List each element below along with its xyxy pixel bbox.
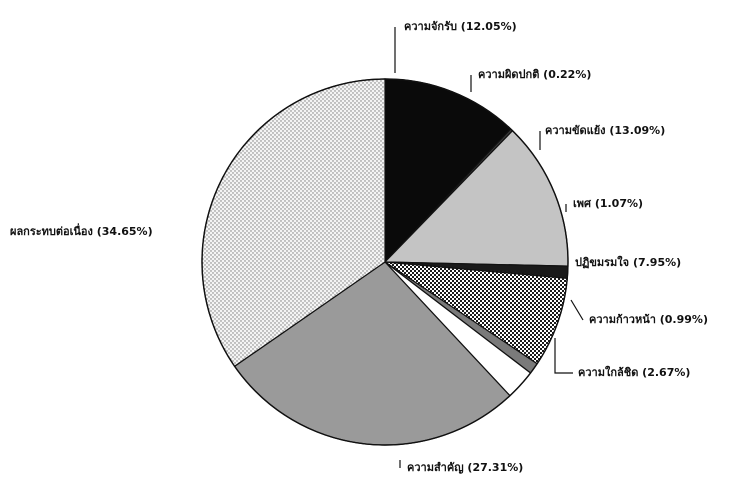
label-leader-lines	[394, 27, 584, 468]
slice-label: ความผิดปกติ (0.22%)	[478, 68, 591, 81]
slice-label: ความก้าวหน้า (0.99%)	[589, 313, 708, 326]
slice-label: ความขัดแย้ง (13.09%)	[545, 124, 665, 137]
slice-labels: ความจักรับ (12.05%) ความผิดปกติ (0.22%) คว…	[10, 20, 708, 474]
slice-label: ความจักรับ (12.05%)	[404, 20, 517, 33]
leader-line	[554, 338, 573, 374]
leader-line	[570, 299, 584, 321]
slice-label: ผลกระทบต่อเนื่อง (34.65%)	[10, 223, 153, 238]
slice-label: ความสำคัญ (27.31%)	[407, 461, 523, 474]
pie-slices	[201, 78, 569, 446]
slice-label: เพศ (1.07%)	[573, 197, 643, 210]
slice-label: ความใกล้ชิด (2.67%)	[578, 365, 690, 379]
slice-label: ปฏิขมรมใจ (7.95%)	[575, 255, 681, 269]
pie-outline	[201, 78, 569, 446]
